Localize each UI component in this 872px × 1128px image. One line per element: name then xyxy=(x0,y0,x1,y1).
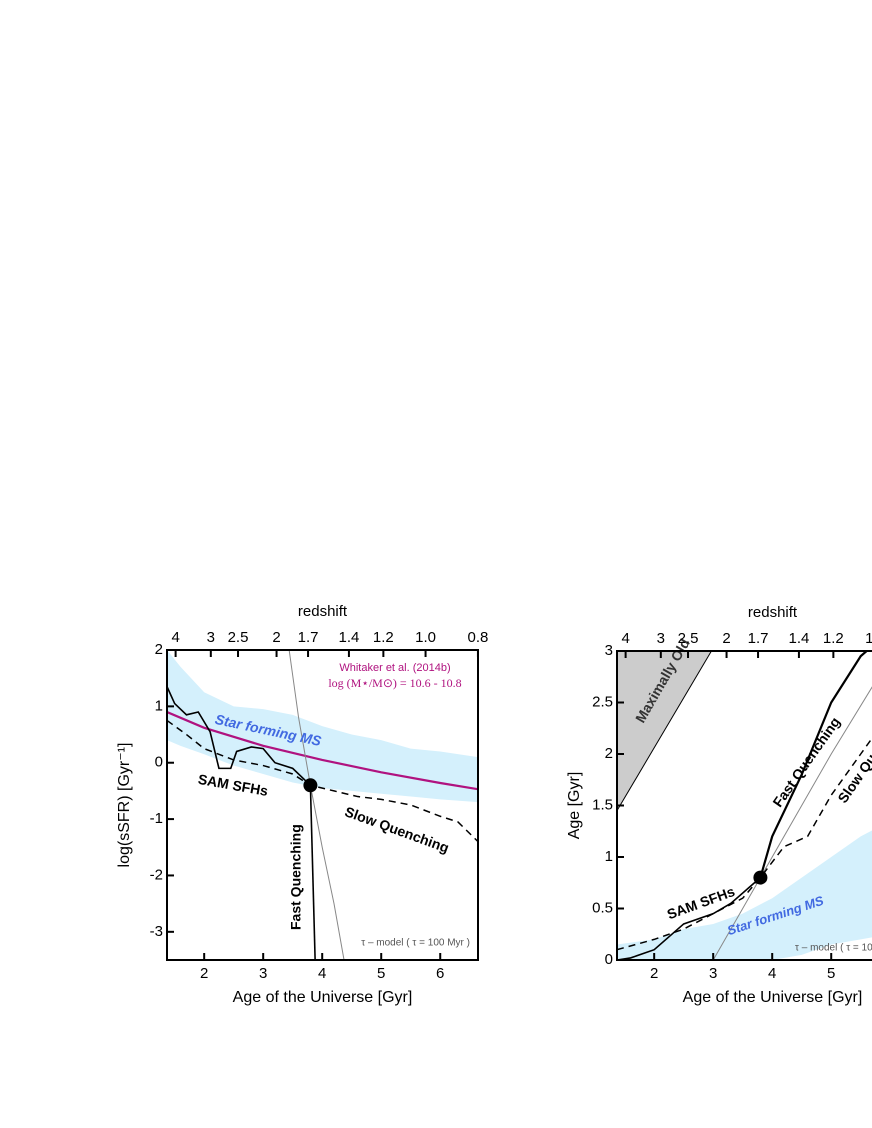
line xyxy=(167,719,478,843)
x2-tick-label: 1.4 xyxy=(338,629,359,646)
x-tick-label: 5 xyxy=(377,965,385,982)
x-tick-label: 5 xyxy=(827,965,835,982)
y-tick-label: -1 xyxy=(150,810,163,827)
x-axis-label: Age of the Universe [Gyr] xyxy=(233,989,413,1006)
x2-tick-label: 2 xyxy=(272,629,280,646)
y-tick-label: 0 xyxy=(155,754,163,771)
plot-area xyxy=(617,651,872,960)
x2-tick-label: 2.5 xyxy=(678,630,699,647)
x2-tick-label: 1.2 xyxy=(823,630,844,647)
x2-tick-label: 1.7 xyxy=(298,629,319,646)
x2-tick-label: 2 xyxy=(722,630,730,647)
line xyxy=(167,686,311,786)
x2-tick-label: 2.5 xyxy=(228,629,249,646)
line xyxy=(309,785,316,960)
x-tick-label: 3 xyxy=(709,965,717,982)
x-tick-label: 4 xyxy=(318,965,326,982)
x2-tick-label: 3 xyxy=(207,629,215,646)
series-label: τ – model ( τ = 100 Myr ) xyxy=(361,938,470,949)
line xyxy=(288,650,345,960)
x2-tick-label: 1.7 xyxy=(748,630,769,647)
series-label: Slow Quenching xyxy=(343,803,452,856)
x2-tick-label: 1.0 xyxy=(415,629,436,646)
y-axis-label: log(sSFR) [Gyr⁻¹] xyxy=(116,743,133,868)
annotation: log (M⋆/M⊙) = 10.6 - 10.8 xyxy=(328,676,461,690)
point xyxy=(303,778,318,793)
x2-tick-label: 0.8 xyxy=(468,629,489,646)
series-label: τ – model ( τ = 100 Myr ) xyxy=(795,943,872,954)
line xyxy=(759,651,868,878)
y-tick-label: -2 xyxy=(150,866,163,883)
y-axis-label: Age [Gyr] xyxy=(566,772,583,840)
x2-tick-label: 4 xyxy=(171,629,179,646)
band xyxy=(617,830,872,960)
x-tick-label: 4 xyxy=(768,965,776,982)
y-tick-label: 3 xyxy=(605,642,613,659)
y-tick-label: 1.5 xyxy=(592,796,613,813)
series-label: SAM SFHs xyxy=(665,883,737,922)
x-axis-label: Age of the Universe [Gyr] xyxy=(683,989,863,1006)
line xyxy=(167,710,478,791)
y-tick-label: 2 xyxy=(605,745,613,762)
y-tick-label: 0.5 xyxy=(592,899,613,916)
line xyxy=(617,876,761,960)
y-tick-label: 1 xyxy=(155,697,163,714)
top-axis-label: redshift xyxy=(748,604,798,621)
series-label: Fast Quenching xyxy=(769,714,843,810)
x2-tick-label: 4 xyxy=(621,630,629,647)
line xyxy=(617,736,872,951)
band xyxy=(167,650,478,803)
y-tick-label: 2 xyxy=(155,641,163,658)
line xyxy=(712,686,872,960)
axes-frame xyxy=(166,649,479,961)
x-tick-label: 2 xyxy=(200,965,208,982)
top-axis-label: redshift xyxy=(298,603,348,620)
point xyxy=(753,870,768,885)
x-tick-label: 2 xyxy=(650,965,658,982)
y-tick-label: 2.5 xyxy=(592,693,613,710)
x2-tick-label: 3 xyxy=(657,630,665,647)
x2-tick-label: 1.0 xyxy=(865,630,872,647)
y-tick-label: 0 xyxy=(605,951,613,968)
region xyxy=(617,651,713,812)
plot-area xyxy=(167,650,478,960)
x2-tick-label: 1.4 xyxy=(788,630,809,647)
x-tick-label: 6 xyxy=(436,965,444,982)
y-tick-label: -3 xyxy=(150,923,163,940)
y-tick-label: 1 xyxy=(605,848,613,865)
series-label: SAM SFHs xyxy=(197,771,270,799)
x-tick-label: 3 xyxy=(259,965,267,982)
series-label: Fast Quenching xyxy=(288,824,304,930)
x2-tick-label: 1.2 xyxy=(373,629,394,646)
series-label: Whitaker et al. (2014b) xyxy=(339,662,450,674)
